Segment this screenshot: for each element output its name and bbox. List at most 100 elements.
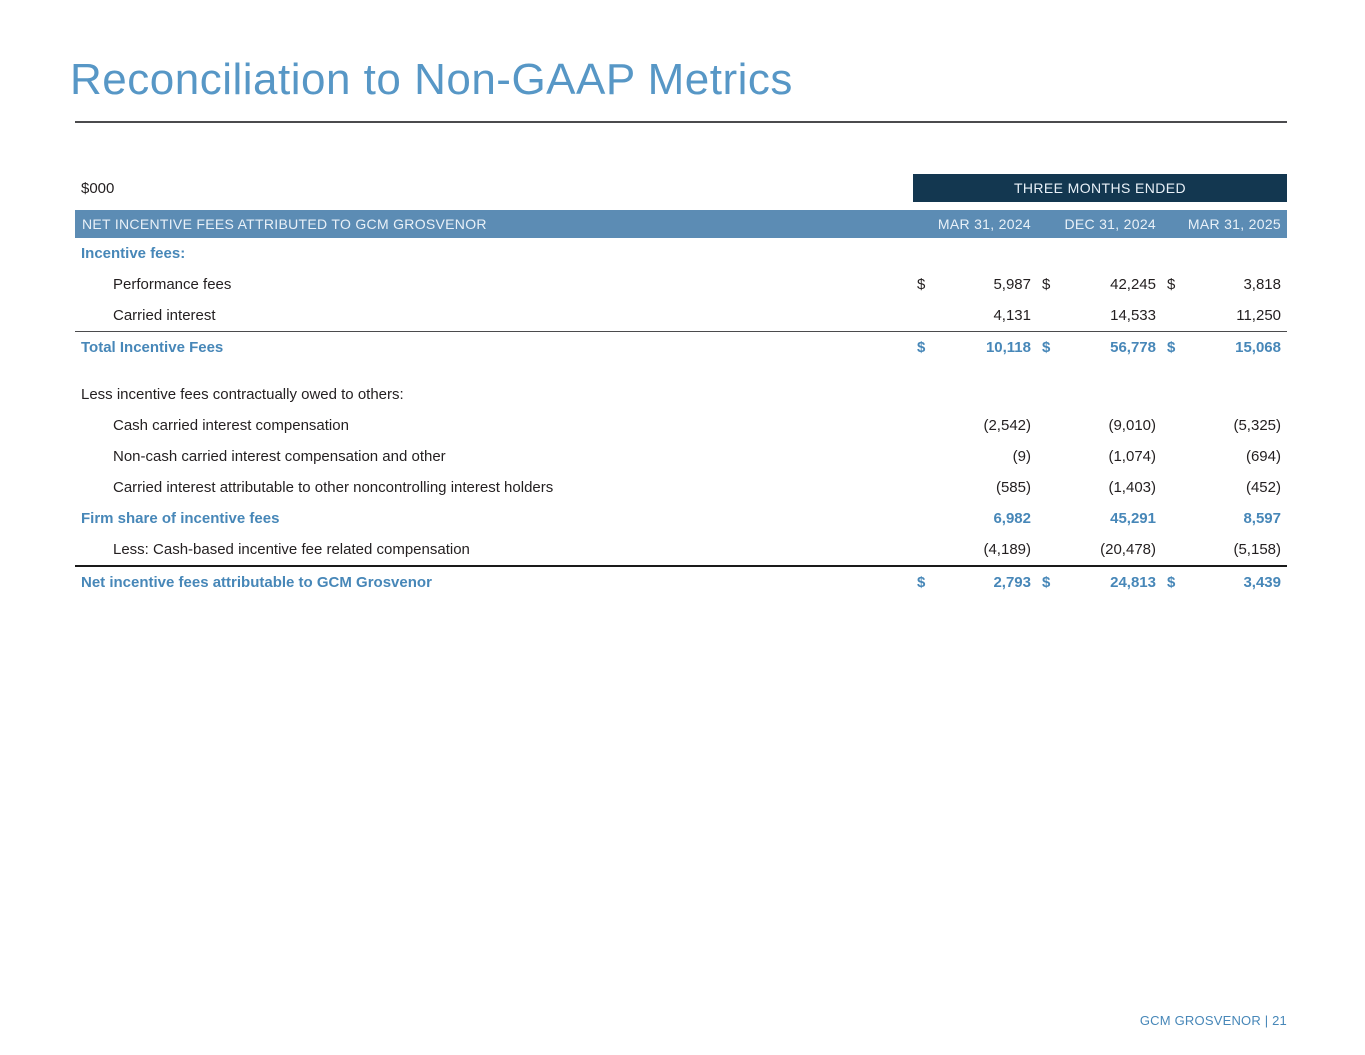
table-row: Net incentive fees attributable to GCM G…: [75, 567, 1287, 598]
cell-value: 45,291: [1110, 510, 1156, 527]
row-label: Less: Cash-based incentive fee related c…: [75, 541, 906, 558]
currency-symbol: $: [917, 574, 925, 591]
value-cell: $56,778: [1042, 339, 1156, 356]
value-cell: $10,118: [917, 339, 1031, 356]
value-cell: 45,291: [1042, 510, 1156, 527]
value-cell: (9,010): [1042, 417, 1156, 434]
table-row: Carried interest attributable to other n…: [75, 472, 1287, 503]
value-cell: $24,813: [1042, 574, 1156, 591]
cell-value: 3,818: [1243, 276, 1281, 293]
column-header: MAR 31, 2025: [1167, 216, 1281, 232]
section-header: NET INCENTIVE FEES ATTRIBUTED TO GCM GRO…: [75, 216, 906, 232]
title-divider: [75, 121, 1287, 123]
page-footer: GCM GROSVENOR | 21: [1140, 1013, 1287, 1028]
currency-symbol: $: [917, 276, 925, 293]
table-row: Less: Cash-based incentive fee related c…: [75, 534, 1287, 565]
units-label: $000: [75, 174, 913, 202]
value-cell: (9): [917, 448, 1031, 465]
value-cell: (20,478): [1042, 541, 1156, 558]
currency-symbol: $: [1167, 574, 1175, 591]
row-values: 6,982 45,291 8,597: [906, 510, 1287, 527]
value-cell: (4,189): [917, 541, 1031, 558]
cell-value: 56,778: [1110, 339, 1156, 356]
value-cell: (1,403): [1042, 479, 1156, 496]
row-label: Net incentive fees attributable to GCM G…: [75, 574, 906, 591]
table-row: Total Incentive Fees$10,118$56,778$15,06…: [75, 332, 1287, 363]
value-cell: (452): [1167, 479, 1281, 496]
value-cell: (694): [1167, 448, 1281, 465]
row-values: $10,118$56,778$15,068: [906, 339, 1287, 356]
cell-value: (1,074): [1108, 448, 1156, 465]
row-label: Incentive fees:: [75, 245, 1281, 262]
table-row: Non-cash carried interest compensation a…: [75, 441, 1287, 472]
cell-value: 4,131: [993, 307, 1031, 324]
slide: Reconciliation to Non-GAAP Metrics $000 …: [0, 0, 1365, 1055]
page-title: Reconciliation to Non-GAAP Metrics: [70, 57, 793, 103]
currency-symbol: $: [1167, 339, 1175, 356]
cell-value: (5,158): [1233, 541, 1281, 558]
row-label: Less incentive fees contractually owed t…: [75, 386, 1281, 403]
row-label: Performance fees: [75, 276, 906, 293]
value-cell: 6,982: [917, 510, 1031, 527]
reconciliation-table: $000 THREE MONTHS ENDED NET INCENTIVE FE…: [75, 174, 1287, 598]
currency-symbol: $: [917, 339, 925, 356]
row-values: (2,542) (9,010) (5,325): [906, 417, 1287, 434]
row-values: (9) (1,074) (694): [906, 448, 1287, 465]
table-body: Incentive fees:Performance fees$5,987$42…: [75, 238, 1287, 598]
cell-value: (1,403): [1108, 479, 1156, 496]
row-values: $2,793$24,813$3,439: [906, 574, 1287, 591]
period-header-banner: THREE MONTHS ENDED: [913, 174, 1287, 202]
value-cell: $3,439: [1167, 574, 1281, 591]
currency-symbol: $: [1042, 574, 1050, 591]
cell-value: 11,250: [1236, 307, 1281, 324]
currency-symbol: $: [1042, 339, 1050, 356]
row-values: (4,189) (20,478) (5,158): [906, 541, 1287, 558]
table-row: Performance fees$5,987$42,245$3,818: [75, 269, 1287, 300]
column-header: DEC 31, 2024: [1042, 216, 1156, 232]
value-cell: $5,987: [917, 276, 1031, 293]
value-cell: (1,074): [1042, 448, 1156, 465]
row-label: Non-cash carried interest compensation a…: [75, 448, 906, 465]
table-spacer: [75, 363, 1287, 379]
value-cell: 4,131: [917, 307, 1031, 324]
value-cell: (5,325): [1167, 417, 1281, 434]
value-cell: $42,245: [1042, 276, 1156, 293]
cell-value: (9,010): [1108, 417, 1156, 434]
value-cell: (2,542): [917, 417, 1031, 434]
table-row: Incentive fees:: [75, 238, 1287, 269]
column-header: MAR 31, 2024: [917, 216, 1031, 232]
row-label: Firm share of incentive fees: [75, 510, 906, 527]
cell-value: (694): [1246, 448, 1281, 465]
currency-symbol: $: [1167, 276, 1175, 293]
cell-value: (585): [996, 479, 1031, 496]
value-cell: 14,533: [1042, 307, 1156, 324]
value-cell: (5,158): [1167, 541, 1281, 558]
row-label: Total Incentive Fees: [75, 339, 906, 356]
cell-value: (2,542): [983, 417, 1031, 434]
value-cell: (585): [917, 479, 1031, 496]
value-cell: $15,068: [1167, 339, 1281, 356]
row-label: Carried interest attributable to other n…: [75, 479, 906, 496]
value-cell: $2,793: [917, 574, 1031, 591]
row-label: Cash carried interest compensation: [75, 417, 906, 434]
row-label: Carried interest: [75, 307, 906, 324]
value-cell: 8,597: [1167, 510, 1281, 527]
row-values: $5,987$42,245$3,818: [906, 276, 1287, 293]
table-header-row-section: NET INCENTIVE FEES ATTRIBUTED TO GCM GRO…: [75, 210, 1287, 238]
column-headers: MAR 31, 2024 DEC 31, 2024 MAR 31, 2025: [906, 216, 1287, 232]
cell-value: 8,597: [1243, 510, 1281, 527]
cell-value: (4,189): [983, 541, 1031, 558]
cell-value: 42,245: [1110, 276, 1156, 293]
cell-value: (5,325): [1233, 417, 1281, 434]
value-cell: $3,818: [1167, 276, 1281, 293]
cell-value: 6,982: [993, 510, 1031, 527]
cell-value: 14,533: [1110, 307, 1156, 324]
cell-value: 5,987: [993, 276, 1031, 293]
table-row: Less incentive fees contractually owed t…: [75, 379, 1287, 410]
row-values: 4,131 14,533 11,250: [906, 307, 1287, 324]
table-row: Cash carried interest compensation(2,542…: [75, 410, 1287, 441]
table-row: Carried interest 4,131 14,533 11,250: [75, 300, 1287, 331]
cell-value: (20,478): [1100, 541, 1156, 558]
cell-value: 3,439: [1243, 574, 1281, 591]
cell-value: 24,813: [1110, 574, 1156, 591]
